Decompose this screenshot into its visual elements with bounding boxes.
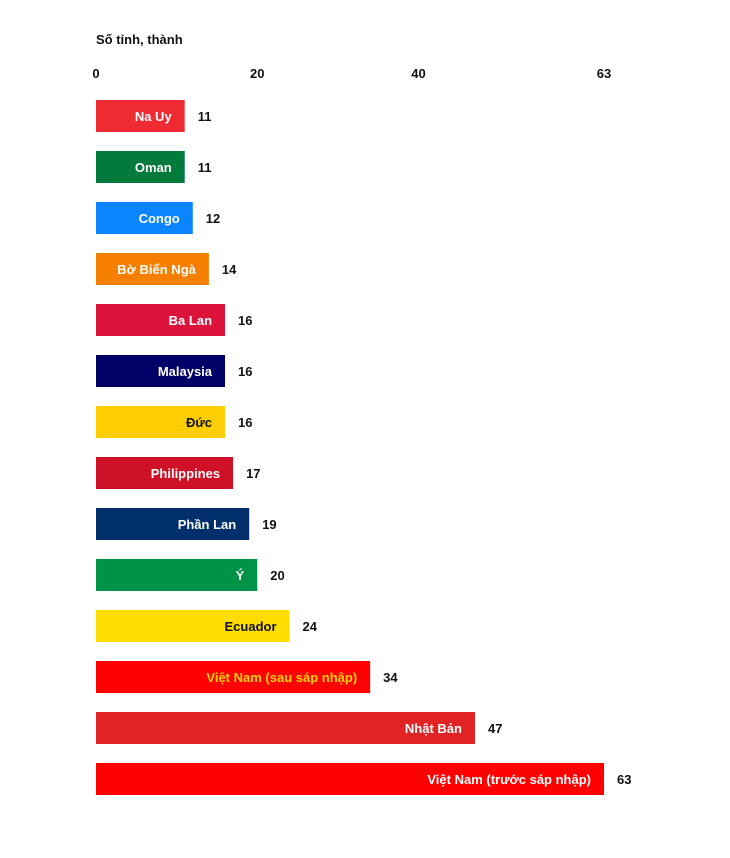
bar-value-label: 12 xyxy=(206,211,220,226)
bar xyxy=(96,202,193,234)
bar-value-label: 16 xyxy=(238,415,252,430)
bar-value-label: 20 xyxy=(270,568,284,583)
bar xyxy=(96,712,475,744)
bar xyxy=(96,508,250,540)
x-tick-label: 40 xyxy=(411,66,425,81)
bar-value-label: 34 xyxy=(383,670,398,685)
bar-category-label: Ecuador xyxy=(225,619,277,634)
bar-row: Na Uy 11 xyxy=(96,100,211,132)
x-axis-ticks: 0 20 40 63 xyxy=(92,66,611,81)
bar-value-label: 14 xyxy=(222,262,237,277)
bar xyxy=(96,355,226,387)
bar-value-label: 16 xyxy=(238,364,252,379)
bar-row: Đức 16 xyxy=(96,406,252,438)
bar-value-label: 11 xyxy=(198,160,212,175)
bar xyxy=(96,610,290,642)
bar-row: Phần Lan 19 xyxy=(96,508,277,540)
bar-value-label: 17 xyxy=(246,466,260,481)
bar-category-label: Đức xyxy=(186,415,212,430)
bar-category-label: Congo xyxy=(139,211,180,226)
bar-value-label: 19 xyxy=(262,517,276,532)
bar xyxy=(96,304,226,336)
axis-title: Số tỉnh, thành xyxy=(96,32,183,47)
bar-value-label: 16 xyxy=(238,313,252,328)
bar-category-label: Na Uy xyxy=(135,109,173,124)
bar-value-label: 63 xyxy=(617,772,631,787)
bar-category-label: Philippines xyxy=(151,466,220,481)
bar-value-label: 24 xyxy=(303,619,318,634)
bar-category-label: Ba Lan xyxy=(169,313,212,328)
bar-value-label: 11 xyxy=(198,109,212,124)
bar xyxy=(96,559,258,591)
bar-row: Bờ Biển Ngà 14 xyxy=(96,253,237,285)
bar-row: Ý 20 xyxy=(96,559,285,591)
bar-category-label: Malaysia xyxy=(158,364,213,379)
bar xyxy=(96,457,234,489)
bar-row: Việt Nam (trước sáp nhập) 63 xyxy=(96,763,631,795)
bar-category-label: Oman xyxy=(135,160,172,175)
bar-category-label: Việt Nam (sau sáp nhập) xyxy=(206,670,357,685)
x-tick-label: 0 xyxy=(92,66,99,81)
x-tick-label: 20 xyxy=(250,66,264,81)
bar-category-label: Bờ Biển Ngà xyxy=(117,262,196,277)
bar xyxy=(96,151,185,183)
bar-row: Việt Nam (sau sáp nhập) 34 xyxy=(96,661,398,693)
bar xyxy=(96,661,371,693)
x-tick-label: 63 xyxy=(597,66,611,81)
bar-row: Philippines 17 xyxy=(96,457,261,489)
bar-row: Nhật Bản 47 xyxy=(96,712,502,744)
bar-category-label: Phần Lan xyxy=(178,517,237,532)
bar-row: Ba Lan 16 xyxy=(96,304,252,336)
bar-row: Ecuador 24 xyxy=(96,610,318,642)
bar xyxy=(96,253,209,285)
bar xyxy=(96,100,185,132)
bar xyxy=(96,763,604,795)
bar-value-label: 47 xyxy=(488,721,502,736)
bar-category-label: Việt Nam (trước sáp nhập) xyxy=(427,772,591,787)
bar xyxy=(96,406,226,438)
bars-group: Na Uy 11 Oman 11 Congo 12 Bờ Biển Ngà 14 Ba Lan 1… xyxy=(96,100,631,795)
bar-row: Oman 11 xyxy=(96,151,211,183)
bar-row: Congo 12 xyxy=(96,202,220,234)
bar-row: Malaysia 16 xyxy=(96,355,252,387)
bar-category-label: Nhật Bản xyxy=(405,721,462,736)
bar-category-label: Ý xyxy=(236,568,245,583)
